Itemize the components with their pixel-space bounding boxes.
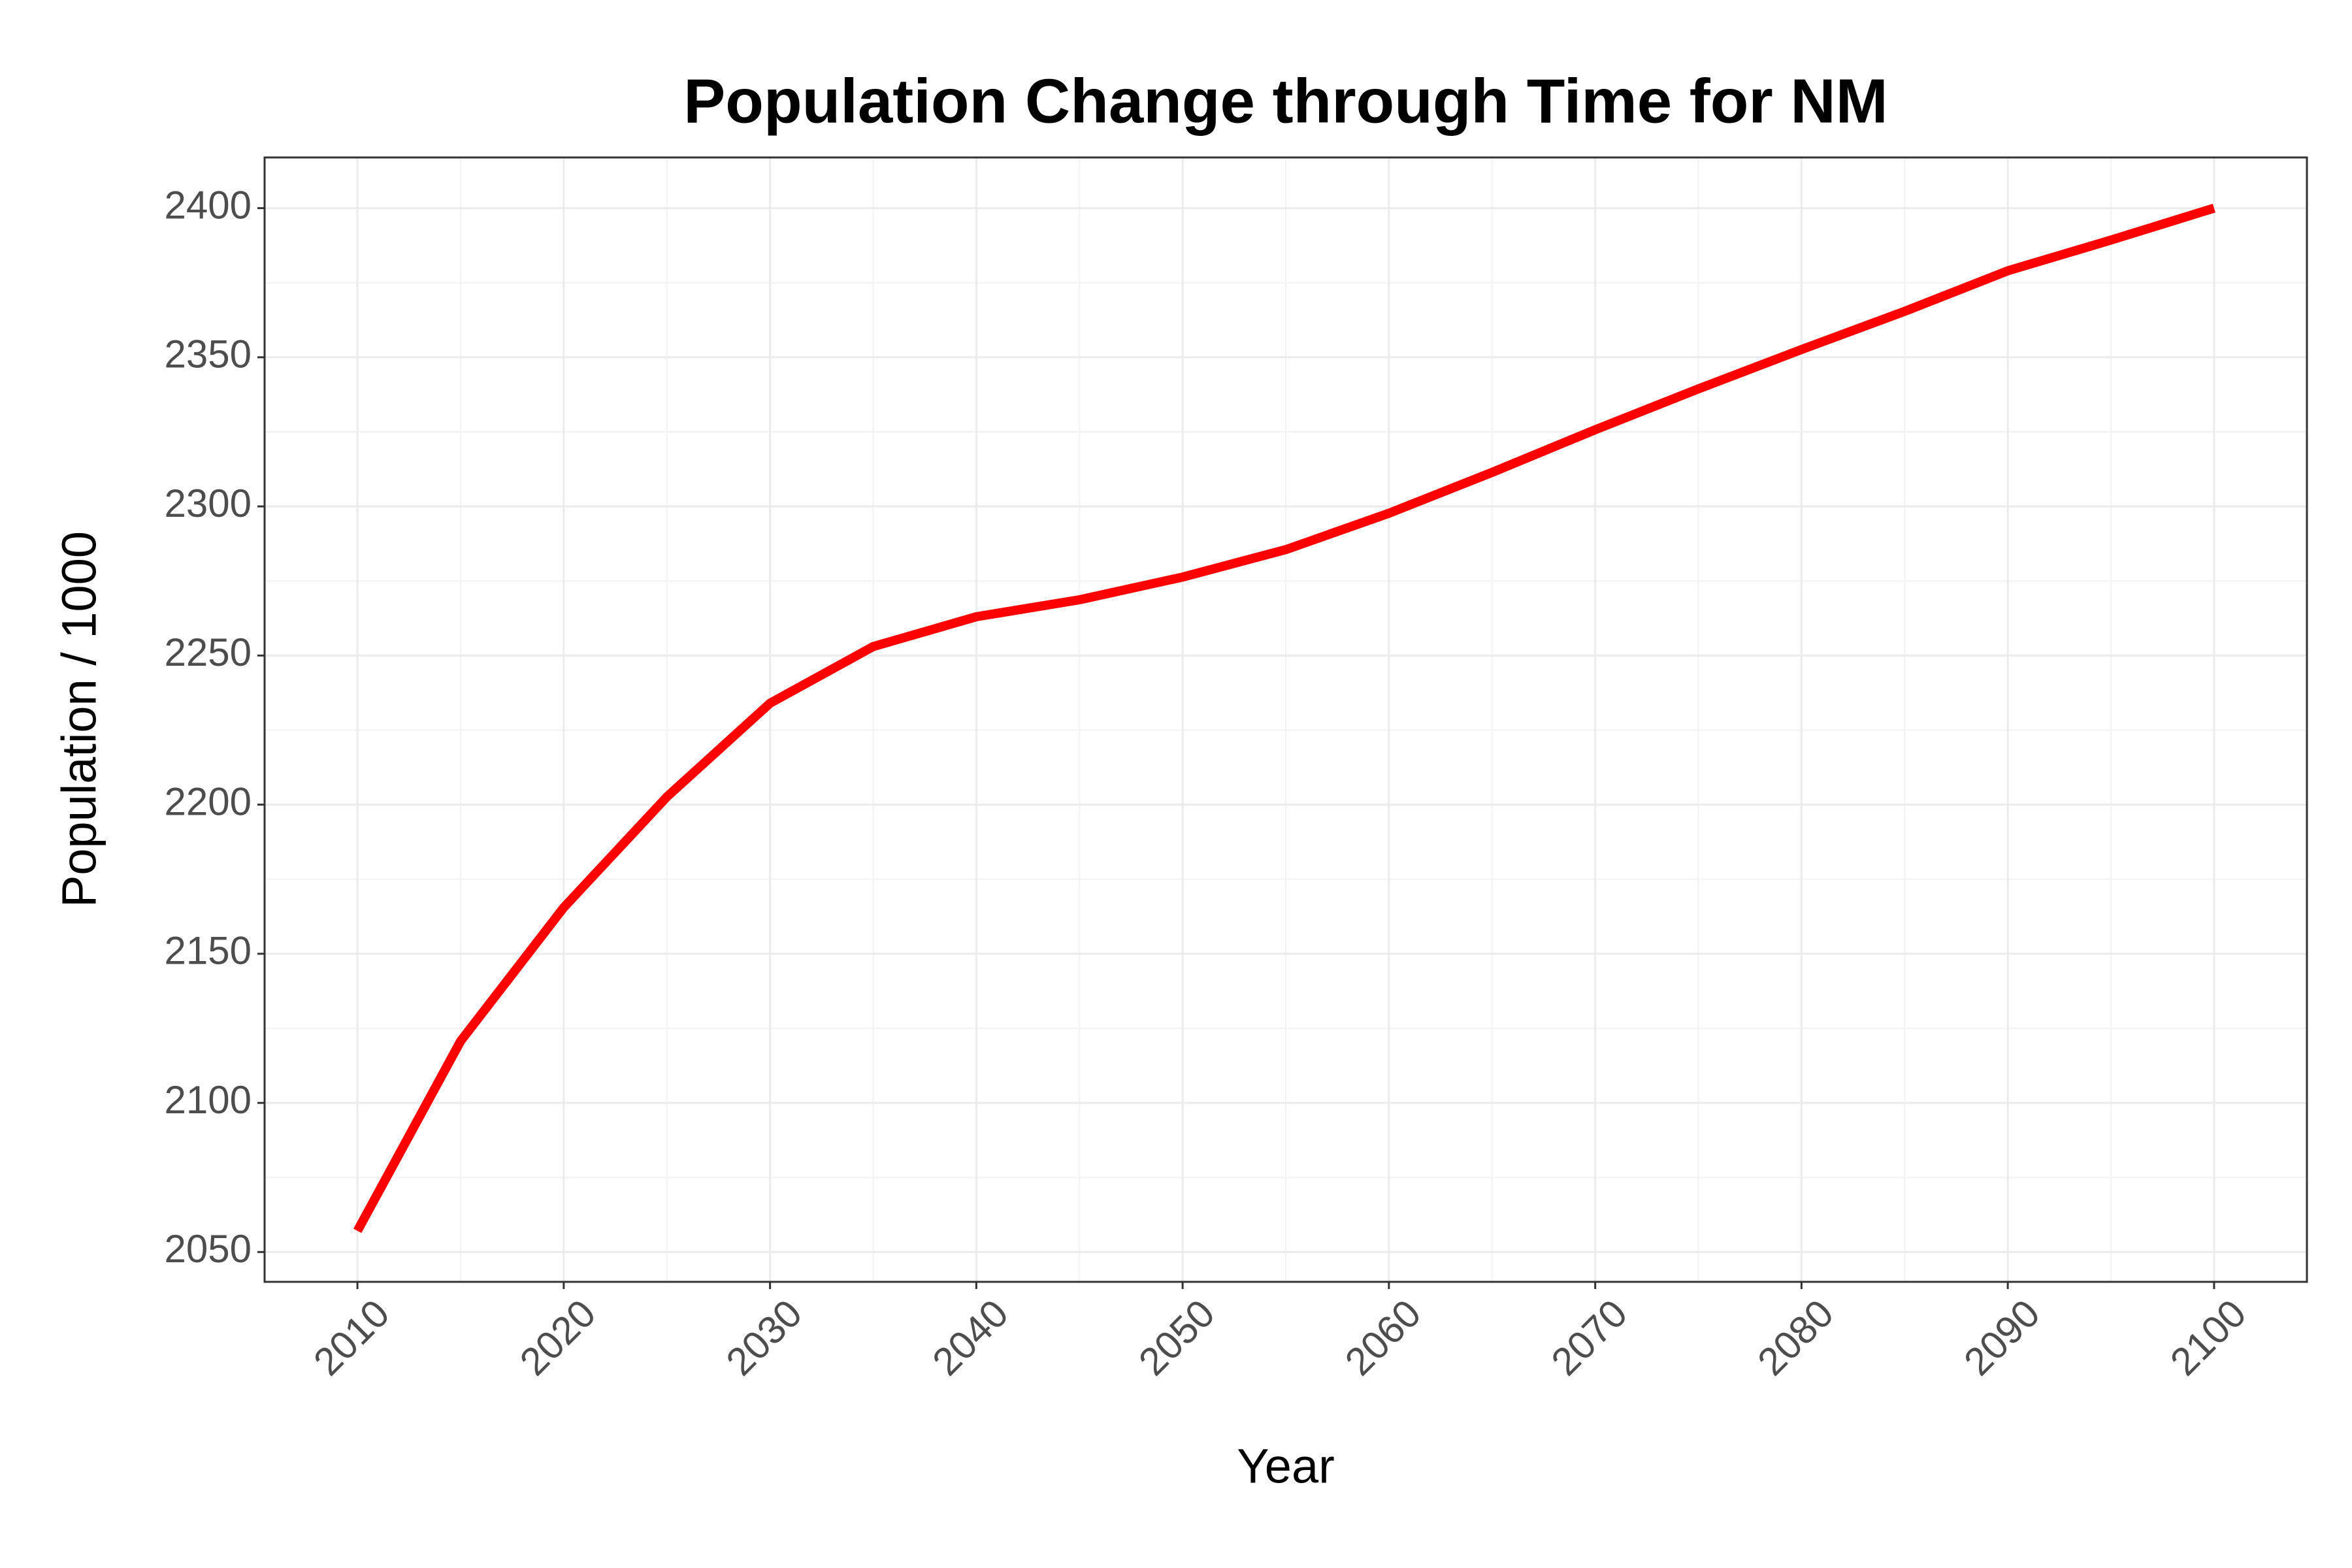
x-axis-title: Year [1237, 1439, 1335, 1494]
y-tick-label: 2300 [165, 482, 252, 525]
data-line [353, 203, 2215, 1233]
y-tick-label: 2400 [165, 183, 252, 227]
y-axis-title: Population / 1000 [52, 531, 106, 907]
chart-title: Population Change through Time for NM [683, 66, 1887, 136]
y-tick-label: 2100 [165, 1078, 252, 1122]
y-tick-label: 2200 [165, 779, 252, 823]
y-tick-label: 2350 [165, 333, 252, 376]
panel-border [263, 156, 2308, 1283]
y-tick-label: 2250 [165, 630, 252, 674]
y-tick-label: 2050 [165, 1227, 252, 1271]
y-tick-label: 2150 [165, 929, 252, 973]
